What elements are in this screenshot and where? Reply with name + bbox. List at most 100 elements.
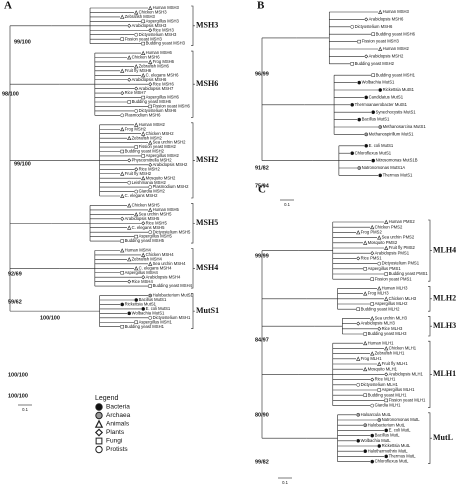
animal-symbol xyxy=(363,291,368,296)
clade-bracket xyxy=(191,5,195,46)
leaf-label: Budding yeast MSH2 xyxy=(355,61,395,66)
plant-symbol xyxy=(120,216,125,221)
leaf-label: E. coli MutS1 xyxy=(146,306,171,311)
fungi-symbol xyxy=(370,277,374,281)
leaf-label: C. elegans MSH6 xyxy=(146,72,179,77)
clade-label: MutS1 xyxy=(196,306,219,315)
animal-symbol xyxy=(120,248,125,253)
leaf-label: Sea urchin PMS2 xyxy=(382,235,415,240)
leaf-label: Dictyostelium MSH3 xyxy=(139,32,177,37)
animal-symbol xyxy=(141,131,146,136)
support-value: 100/100 xyxy=(8,372,28,378)
fungi-symbol xyxy=(134,145,138,149)
animal-symbol xyxy=(148,59,153,64)
fungi-symbol xyxy=(363,267,367,271)
leaf-label: Bacillus MutS1 xyxy=(139,297,167,302)
leaf-label: Giardia MSH2 xyxy=(139,189,166,194)
clade-bracket xyxy=(191,122,195,199)
leaf-label: Wolbachia MutS1 xyxy=(132,310,165,315)
clade-label: MSH6 xyxy=(196,79,218,88)
leaf-label: Frog MSH2 xyxy=(125,126,147,131)
leaf-label: Dictyostelium PMS1 xyxy=(382,261,420,266)
animal-symbol xyxy=(384,245,389,250)
animal-symbol xyxy=(148,261,153,266)
fungi-symbol xyxy=(371,32,375,36)
fungi-symbol xyxy=(148,104,152,109)
leaf-label: Budding yeast MSH4 xyxy=(153,283,193,288)
legend-title: Legend xyxy=(95,395,118,402)
bacteria-symbol xyxy=(384,428,389,433)
archaea-symbol xyxy=(357,166,362,170)
leaf-label: Human MSH5 xyxy=(153,207,180,212)
leaf-label: Fission yeast MSH2 xyxy=(139,144,177,149)
animal-symbol xyxy=(127,203,132,208)
bacteria-symbol xyxy=(95,403,103,411)
leaf-label: Sea urchin MSH2 xyxy=(153,140,186,145)
clade-label: MLH4 xyxy=(433,245,456,254)
animal-symbol xyxy=(127,225,132,230)
leaf-label: Aspergillus MSH3 xyxy=(146,18,180,23)
archaea-symbol xyxy=(378,125,383,129)
fungi-symbol xyxy=(141,19,145,24)
leaf-label: Chicken MSH6 xyxy=(132,55,161,60)
support-value: 100/100 xyxy=(40,315,60,321)
clade-label: MSH2 xyxy=(196,155,218,164)
leaf-label: Arabidopsis MSH7 xyxy=(139,86,174,91)
clade-bracket xyxy=(428,219,432,282)
bacteria-symbol xyxy=(356,438,361,443)
leaf-label: Rice MSH6 xyxy=(153,81,175,86)
leaf-label: Arabidopsis MSH6 xyxy=(132,77,167,82)
protist-symbol xyxy=(377,261,382,266)
bacteria-symbol xyxy=(384,454,389,459)
animal-symbol xyxy=(378,46,383,51)
legend-label: Fungi xyxy=(106,438,122,445)
leaf-label: Aspergillus MSH6 xyxy=(146,95,180,100)
fungi-symbol xyxy=(356,307,360,311)
leaf-label: Rice MSH5 xyxy=(146,220,168,225)
fungi-symbol xyxy=(384,398,388,403)
plant-symbol xyxy=(120,91,125,96)
protist-symbol xyxy=(127,180,132,185)
plant-symbol xyxy=(127,23,132,28)
archaea-symbol xyxy=(363,423,368,428)
fungi-symbol xyxy=(134,320,138,324)
animal-symbol xyxy=(127,55,132,60)
leaf-label: Human PMS2 xyxy=(389,219,416,224)
animal-symbol xyxy=(356,356,361,361)
bacteria-symbol xyxy=(364,143,369,148)
leaf-label: Wolbachia MutL xyxy=(361,438,392,443)
fungi-symbol xyxy=(95,437,103,445)
protist-symbol xyxy=(148,230,153,234)
support-value: 84/97 xyxy=(255,337,269,343)
leaf-label: Fission yeast MSH6 xyxy=(153,104,191,109)
protist-symbol xyxy=(120,113,125,118)
leaf-label: Arabidopsis MSH4 xyxy=(146,274,181,279)
clade-bracket xyxy=(191,203,195,244)
leaf-label: Mosquito MLH1 xyxy=(368,366,398,371)
panel-label: C xyxy=(258,184,266,196)
scale-label: 0.1 xyxy=(284,202,290,207)
leaf-label: Frog MSH6 xyxy=(153,59,175,64)
leaf-label: Fission yeast MSH3 xyxy=(362,39,400,44)
scale-label: 0.1 xyxy=(282,480,288,485)
leaf-label: Dictyostelium MSH5 xyxy=(153,229,191,234)
leaf-label: Budding yeast MSH6 xyxy=(376,31,416,36)
animal-symbol xyxy=(384,346,389,351)
leaf-label: Fruit fly MSH2 xyxy=(125,171,152,176)
plant-symbol xyxy=(364,54,369,59)
leaf-label: Chicken PMS2 xyxy=(375,224,403,229)
plant-symbol xyxy=(127,279,132,284)
clade-label: MLH2 xyxy=(433,294,456,303)
bacteria-symbol xyxy=(120,302,125,307)
support-value: 99/99 xyxy=(255,253,269,259)
animal-symbol xyxy=(356,230,361,235)
leaf-label: Arabidopsis MLH1 xyxy=(389,372,424,377)
animal-symbol xyxy=(370,224,375,230)
bacteria-symbol xyxy=(364,95,369,100)
leaf-label: Thermoanaerobacter MutS1 xyxy=(355,102,408,107)
animal-symbol xyxy=(127,135,132,141)
animal-symbol xyxy=(148,207,153,212)
leaf-label: C. elegans MSH4 xyxy=(139,265,172,270)
leaf-label: Sea urchin MSH4 xyxy=(153,261,186,266)
